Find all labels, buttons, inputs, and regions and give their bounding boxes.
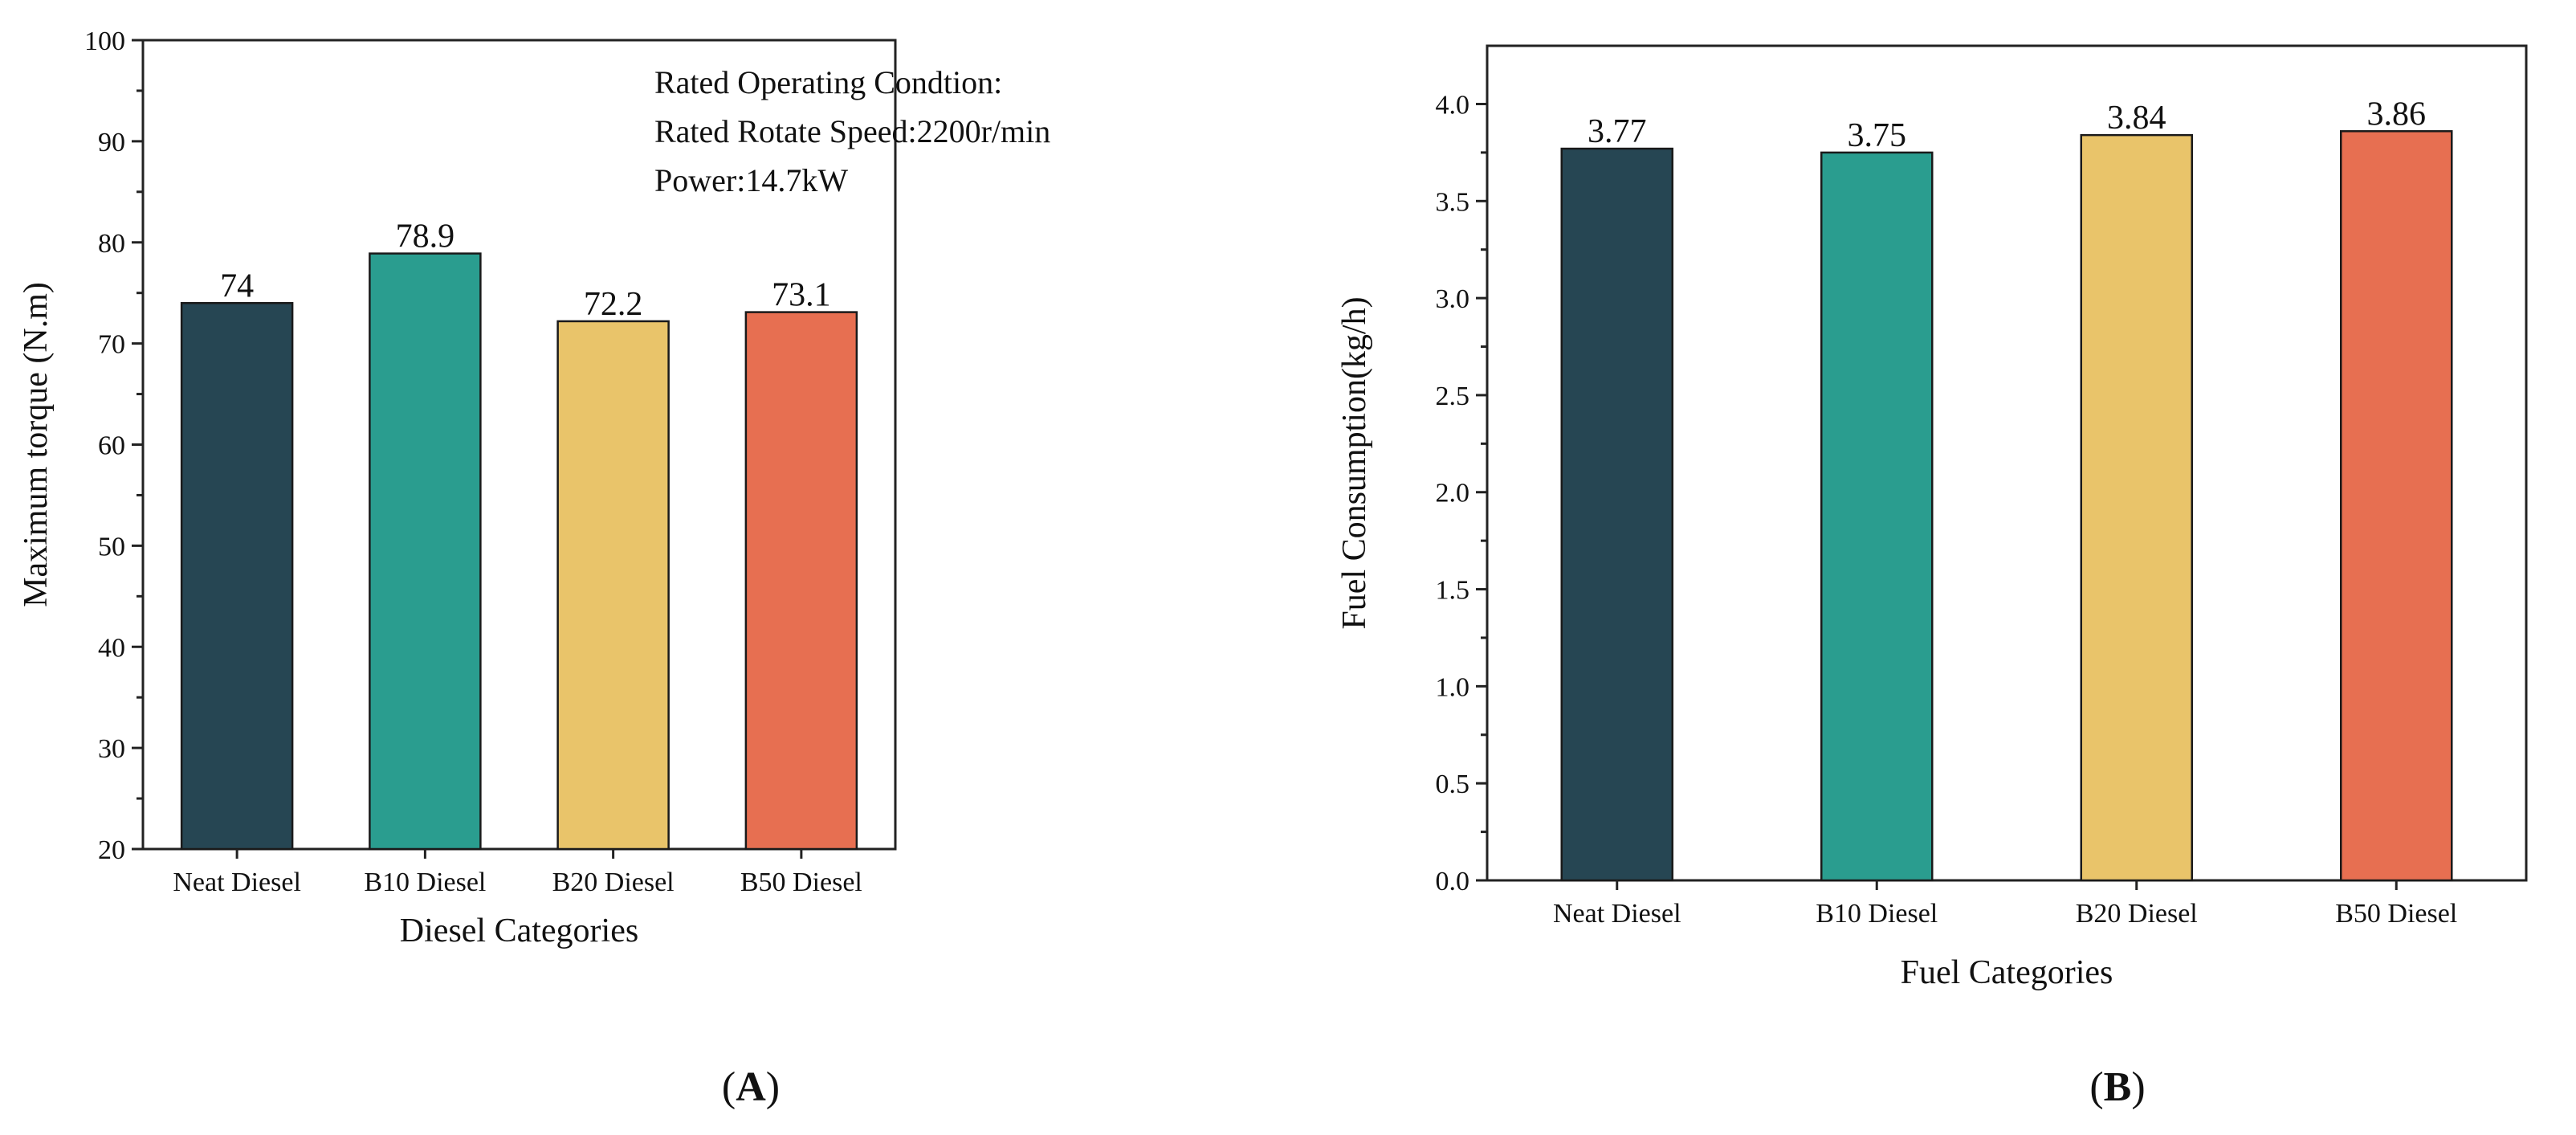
bar — [556, 320, 670, 851]
bar — [1820, 151, 1934, 882]
annotation-line: Rated Operating Condtion: — [654, 64, 1002, 100]
y-tick-label: 3.0 — [1436, 284, 1470, 314]
x-axis-title: Fuel Categories — [1901, 954, 2113, 991]
annotation-line: Power:14.7kW — [654, 162, 848, 198]
x-tick-label: B50 Diesel — [2335, 899, 2457, 929]
x-tick-label: B20 Diesel — [552, 868, 675, 897]
data-label: 3.75 — [1848, 117, 1907, 154]
y-tick-label: 20 — [98, 835, 125, 865]
data-label: 78.9 — [396, 218, 455, 255]
y-tick-label: 80 — [98, 229, 125, 259]
bar — [2340, 130, 2453, 882]
bar — [1560, 147, 1673, 882]
y-tick-label: 100 — [84, 27, 125, 56]
data-label: 72.2 — [584, 286, 643, 323]
data-label: 73.1 — [772, 277, 831, 314]
x-tick-label: Neat Diesel — [173, 868, 301, 897]
bar — [369, 252, 482, 851]
x-tick-label: B10 Diesel — [364, 868, 486, 897]
y-tick-label: 40 — [98, 633, 125, 663]
panel-caption: (A) — [722, 1064, 780, 1110]
bar — [2080, 133, 2193, 882]
x-axis-title: Diesel Categories — [400, 912, 638, 949]
x-tick-label: B20 Diesel — [2076, 899, 2198, 929]
bar — [744, 311, 858, 851]
x-tick-label: Neat Diesel — [1553, 899, 1681, 929]
data-label: 74 — [220, 267, 254, 304]
data-label: 3.86 — [2367, 96, 2427, 133]
y-tick-label: 0.5 — [1436, 770, 1470, 799]
y-tick-label: 1.0 — [1436, 672, 1470, 702]
y-tick-label: 50 — [98, 532, 125, 561]
x-tick-label: B50 Diesel — [740, 868, 862, 897]
y-tick-label: 70 — [98, 330, 125, 360]
data-label: 3.77 — [1588, 113, 1647, 150]
y-tick-label: 4.0 — [1436, 90, 1470, 120]
y-tick-label: 0.0 — [1436, 867, 1470, 896]
y-tick-label: 3.5 — [1436, 187, 1470, 217]
chart-panel-a: 20 30 40 50 60 70 80 90 100 Neat Diesel 74 B10 Dies… — [18, 27, 1050, 1110]
x-tick-label: B10 Diesel — [1816, 899, 1938, 929]
y-tick-label: 2.0 — [1436, 479, 1470, 508]
y-axis-title: Fuel Consumption(kg/h) — [1336, 296, 1373, 629]
y-tick-label: 2.5 — [1436, 382, 1470, 411]
bar — [180, 302, 294, 851]
y-tick-label: 1.5 — [1436, 576, 1470, 606]
y-tick-label: 30 — [98, 734, 125, 764]
y-tick-label: 60 — [98, 431, 125, 461]
y-axis-title: Maximum torque (N.m) — [18, 282, 55, 607]
annotation-line: Rated Rotate Speed:2200r/min — [654, 113, 1050, 149]
panel-caption: (B) — [2089, 1064, 2145, 1110]
chart-panel-b: 0.0 0.5 1.0 1.5 2.0 2.5 3.0 3.5 4.0 Neat Diesel 3.… — [1336, 44, 2528, 1110]
y-tick-label: 90 — [98, 128, 125, 157]
data-label: 3.84 — [2107, 100, 2166, 137]
plot-frame — [1486, 44, 2528, 882]
